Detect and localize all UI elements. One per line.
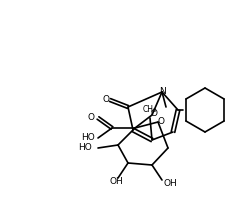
Text: OH: OH: [163, 178, 177, 187]
Text: O: O: [158, 116, 164, 125]
Text: CH₃: CH₃: [143, 105, 157, 114]
Text: O: O: [88, 113, 95, 122]
Text: HO: HO: [78, 143, 92, 153]
Text: O: O: [151, 109, 158, 118]
Text: N: N: [159, 86, 165, 95]
Text: OH: OH: [109, 176, 123, 185]
Text: HO: HO: [81, 133, 95, 143]
Text: O: O: [103, 95, 110, 104]
